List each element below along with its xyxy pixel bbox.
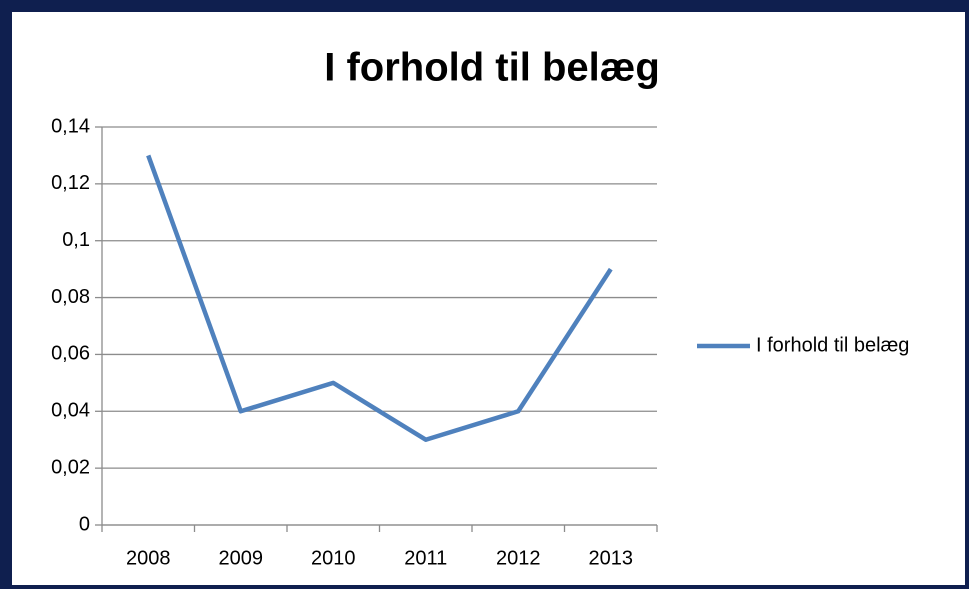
x-tick-label: 2009 (219, 547, 264, 569)
y-tick-label: 0,02 (51, 456, 90, 478)
y-tick-label: 0,08 (51, 286, 90, 308)
y-tick-label: 0,06 (51, 343, 90, 365)
chart-title: I forhold til belæg (324, 46, 660, 90)
x-tick-label: 2008 (126, 547, 171, 569)
x-tick-label: 2013 (589, 547, 634, 569)
y-tick-label: 0,1 (62, 229, 90, 251)
y-tick-label: 0,04 (51, 400, 90, 422)
chart-background (12, 12, 965, 585)
y-tick-label: 0 (79, 513, 90, 535)
y-tick-label: 0,14 (51, 115, 90, 137)
data-line (146, 154, 613, 442)
x-tick-label: 2011 (404, 547, 447, 569)
y-tick-label: 0,12 (51, 172, 90, 194)
legend-label: I forhold til belæg (756, 334, 909, 356)
x-tick-label: 2012 (496, 547, 541, 569)
x-tick-label: 2010 (311, 547, 356, 569)
